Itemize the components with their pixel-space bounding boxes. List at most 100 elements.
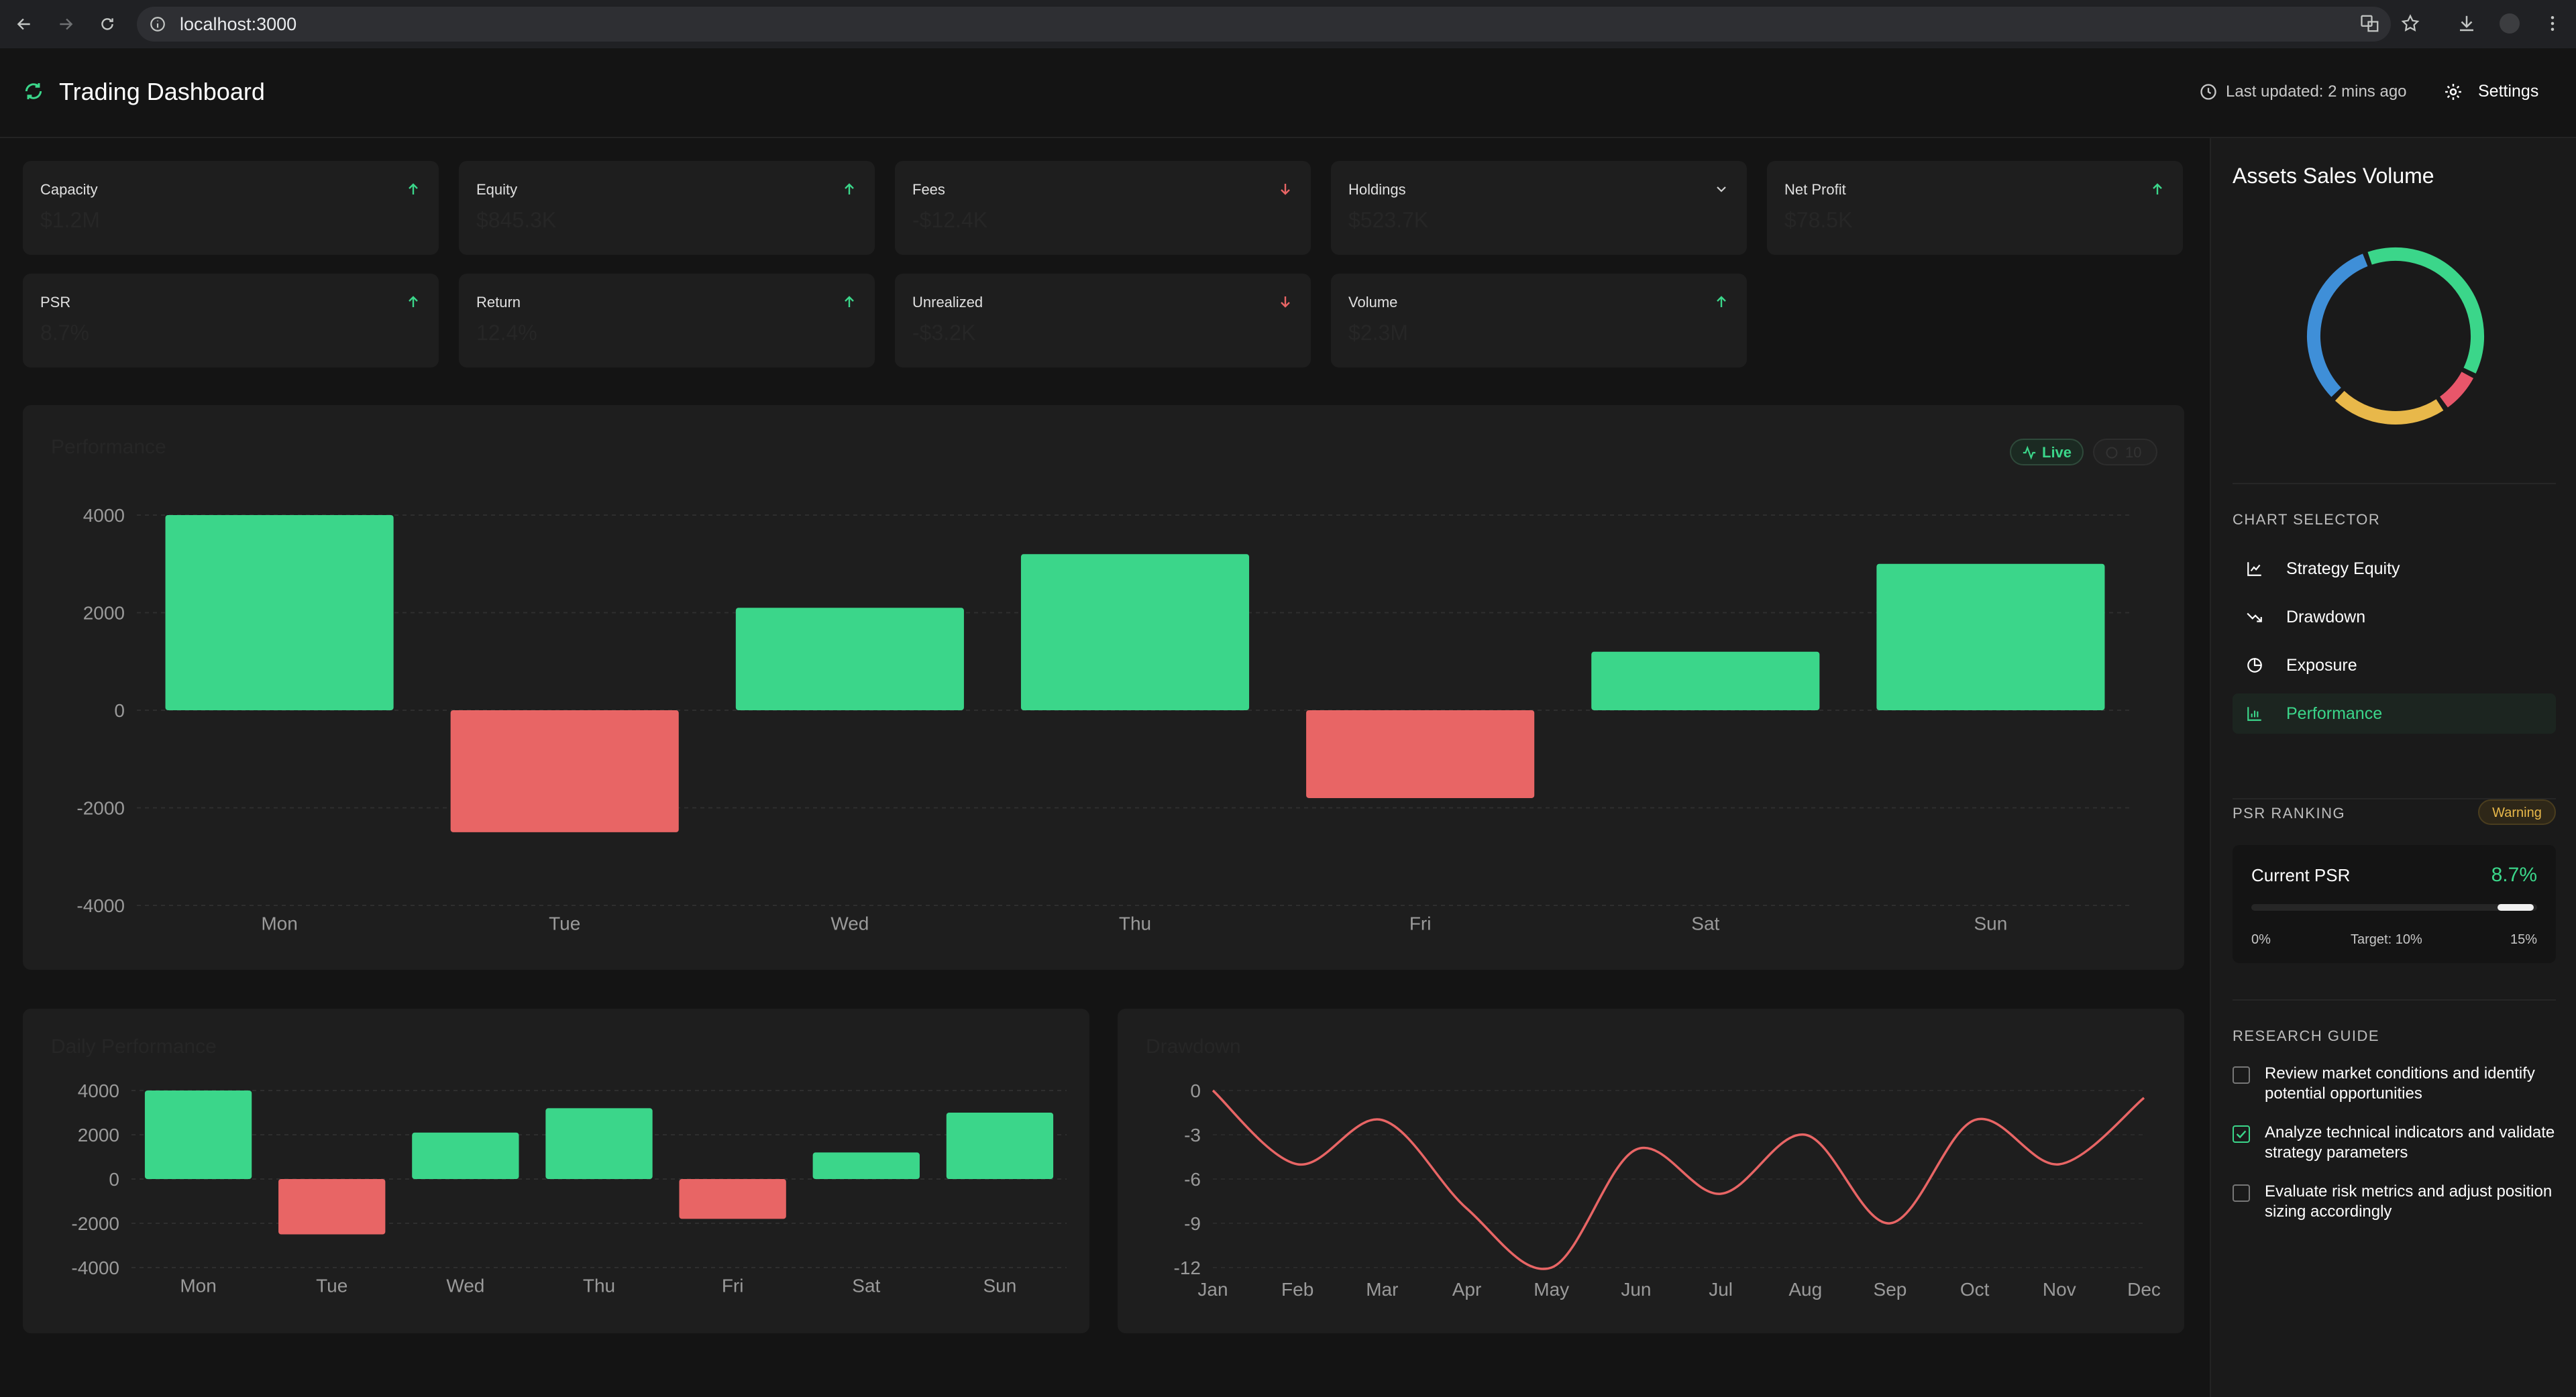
stat-card-equity[interactable]: Equity $845.3K xyxy=(459,161,875,255)
back-icon[interactable] xyxy=(11,11,38,38)
settings-button[interactable]: Settings xyxy=(2440,72,2575,113)
bar[interactable] xyxy=(1020,554,1250,710)
selector-item-strategy-equity[interactable]: Strategy Equity xyxy=(2233,549,2556,589)
x-tick-label: Mar xyxy=(1366,1279,1398,1300)
stat-card-holdings[interactable]: Holdings $523.7K xyxy=(1331,161,1747,255)
checkbox-checked[interactable] xyxy=(2233,1125,2250,1143)
bar[interactable] xyxy=(412,1132,519,1179)
forward-icon[interactable] xyxy=(52,11,79,38)
x-tick-label: Dec xyxy=(2127,1279,2161,1300)
psr-min-label: 0% xyxy=(2251,932,2271,947)
bar[interactable] xyxy=(735,608,964,710)
download-icon[interactable] xyxy=(2457,13,2477,34)
stat-label: PSR xyxy=(40,294,71,311)
stat-value: $78.5K xyxy=(1784,208,1853,232)
y-tick-label: 4000 xyxy=(83,505,125,526)
selector-item-drawdown[interactable]: Drawdown xyxy=(2233,597,2556,637)
profile-avatar[interactable] xyxy=(2500,13,2520,34)
chevron-down-icon[interactable] xyxy=(1713,181,1729,197)
guide-item-text: Evaluate risk metrics and adjust positio… xyxy=(2265,1182,2553,1221)
guide-item: Evaluate risk metrics and adjust positio… xyxy=(2233,1182,2556,1229)
x-tick-label: Fri xyxy=(722,1275,744,1296)
count-badge[interactable]: 10 xyxy=(2093,439,2157,465)
bar[interactable] xyxy=(1591,651,1820,710)
bar[interactable] xyxy=(1876,563,2105,710)
checkbox[interactable] xyxy=(2233,1066,2250,1084)
stat-value: $523.7K xyxy=(1348,208,1429,232)
bar[interactable] xyxy=(1306,710,1535,798)
reload-icon[interactable] xyxy=(94,11,121,38)
donut-slice[interactable] xyxy=(2334,390,2444,425)
translate-icon[interactable] xyxy=(2360,13,2380,34)
arrow-up-icon xyxy=(405,294,421,310)
bar[interactable] xyxy=(545,1108,653,1179)
right-sidebar: Assets Sales Volume CHART SELECTOR Strat… xyxy=(2210,138,2576,1397)
stat-card-capacity[interactable]: Capacity $1.2M xyxy=(23,161,439,255)
bar[interactable] xyxy=(278,1179,386,1235)
stat-label: Volume xyxy=(1348,294,1398,311)
address-bar[interactable]: localhost:3000 xyxy=(137,7,2391,42)
stat-card-volume[interactable]: Volume $2.3M xyxy=(1331,274,1747,368)
stat-card-unrealized[interactable]: Unrealized -$3.2K xyxy=(895,274,1311,368)
psr-progress-marker xyxy=(2498,904,2534,911)
bar[interactable] xyxy=(450,710,679,832)
stat-card-net-profit[interactable]: Net Profit $78.5K xyxy=(1767,161,2183,255)
donut-slice[interactable] xyxy=(2439,372,2474,408)
bar[interactable] xyxy=(812,1152,920,1179)
guide-item: Review market conditions and identify po… xyxy=(2233,1064,2556,1111)
y-tick-label: 4000 xyxy=(78,1080,119,1101)
selector-item-exposure[interactable]: Exposure xyxy=(2233,645,2556,685)
more-menu-icon[interactable] xyxy=(2542,13,2563,34)
browser-toolbar: localhost:3000 xyxy=(0,0,2576,48)
stat-label: Equity xyxy=(476,181,518,198)
x-tick-label: Tue xyxy=(316,1275,347,1296)
stat-card-fees[interactable]: Fees -$12.4K xyxy=(895,161,1311,255)
clock-icon xyxy=(2106,447,2118,459)
stat-card-psr[interactable]: PSR 8.7% xyxy=(23,274,439,368)
live-label: Live xyxy=(2042,444,2072,461)
checkbox[interactable] xyxy=(2233,1184,2250,1202)
bar[interactable] xyxy=(144,1091,252,1179)
x-tick-label: Aug xyxy=(1788,1279,1822,1300)
selector-item-label: Drawdown xyxy=(2286,608,2366,626)
selector-item-performance[interactable]: Performance xyxy=(2233,693,2556,734)
drawdown-panel: Drawdown 0 -3 -6 -9 -12 Jan Feb Mar Apr May Jun Jul… xyxy=(1118,1009,2184,1333)
last-updated-text: Last updated: 2 mins ago xyxy=(2226,82,2407,101)
guide-item-text: Analyze technical indicators and validat… xyxy=(2265,1123,2555,1162)
y-tick-label: 0 xyxy=(109,1169,119,1190)
arrow-up-icon xyxy=(2149,181,2165,197)
donut-slice[interactable] xyxy=(2307,254,2368,397)
arrow-down-icon xyxy=(1277,181,1293,197)
selector-item-label: Exposure xyxy=(2286,656,2357,675)
selector-item-label: Performance xyxy=(2286,704,2383,723)
research-guide-title: RESEARCH GUIDE xyxy=(2233,1027,2380,1044)
x-tick-label: Sun xyxy=(983,1275,1017,1296)
stat-value: 8.7% xyxy=(40,321,89,345)
drawdown-line[interactable] xyxy=(1212,1089,2145,1270)
y-tick-label: 0 xyxy=(1190,1080,1201,1101)
url-text: localhost:3000 xyxy=(180,14,297,34)
donut-slice[interactable] xyxy=(2367,247,2484,374)
y-tick-label: -6 xyxy=(1184,1169,1201,1190)
x-tick-label: Mon xyxy=(261,913,297,934)
live-badge[interactable]: Live xyxy=(2010,439,2084,465)
bar[interactable] xyxy=(679,1179,786,1219)
x-tick-label: Oct xyxy=(1960,1279,1990,1300)
warning-badge: Warning xyxy=(2478,799,2556,825)
site-info-icon[interactable] xyxy=(149,15,166,33)
arrow-up-icon xyxy=(841,294,857,310)
stat-label: Return xyxy=(476,294,521,311)
chart-selector-title: CHART SELECTOR xyxy=(2233,511,2381,528)
psr-label: Current PSR xyxy=(2251,865,2351,885)
bar[interactable] xyxy=(946,1113,1054,1179)
performance-title: Performance xyxy=(51,436,166,458)
bookmark-star-icon[interactable] xyxy=(2400,13,2420,34)
stat-label: Capacity xyxy=(40,181,98,198)
y-tick-label: -4000 xyxy=(71,1258,119,1278)
arrow-down-icon xyxy=(1277,294,1293,310)
stat-card-return[interactable]: Return 12.4% xyxy=(459,274,875,368)
daily-bar-chart: 4000 2000 0 -2000 -4000 Mon Tue Wed Thu Fri Sat Sun xyxy=(71,1080,1067,1296)
bar[interactable] xyxy=(165,515,394,710)
stat-value: 12.4% xyxy=(476,321,537,345)
drawdown-title: Drawdown xyxy=(1146,1036,1241,1058)
